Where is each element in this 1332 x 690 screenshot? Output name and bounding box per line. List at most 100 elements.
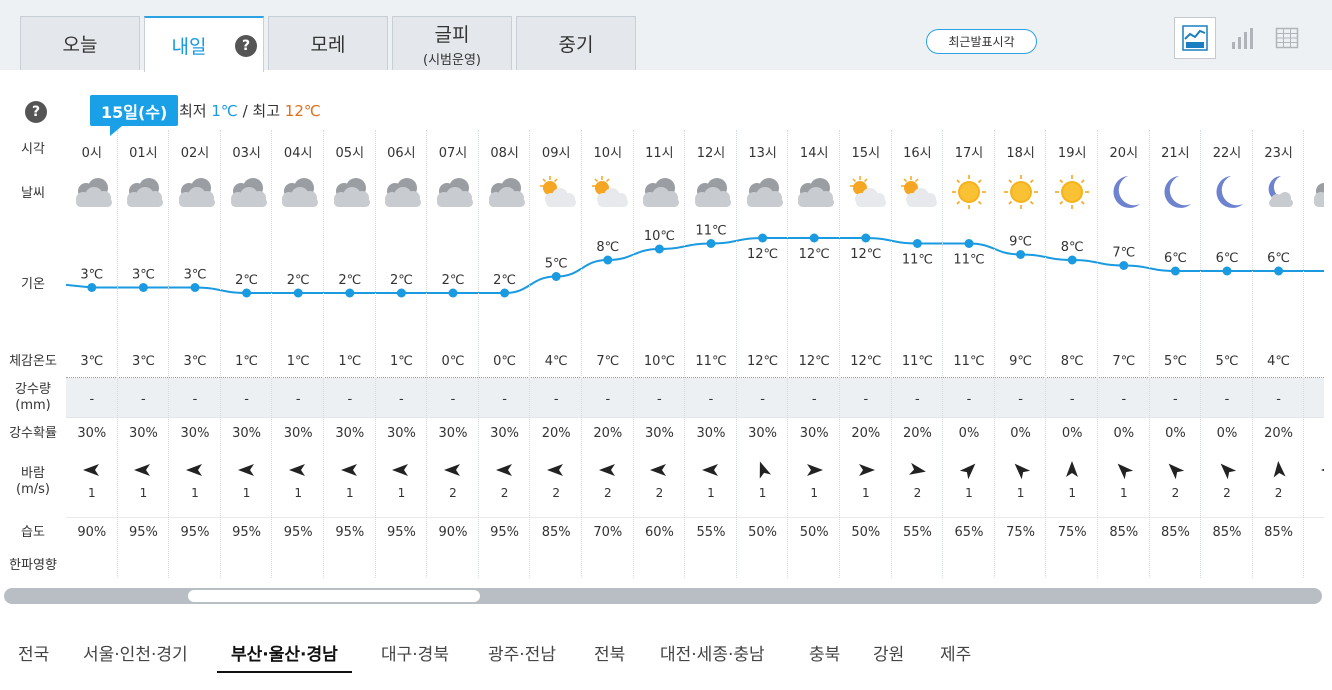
cloudy-icon <box>324 174 376 214</box>
wind-speed: 1 <box>1119 486 1128 500</box>
cloudy-icon <box>788 174 840 214</box>
region-tab[interactable]: 서울·인천·경기 <box>83 645 188 665</box>
rain-amount: - <box>811 392 817 407</box>
table-icon[interactable] <box>1266 17 1308 59</box>
column-divider <box>1251 130 1253 578</box>
wind-direction-arrow-icon <box>324 460 376 484</box>
rain-amount: - <box>605 392 611 407</box>
region-tab[interactable]: 대전·세종·충남 <box>660 645 765 665</box>
hour-time: 0시 <box>81 146 102 161</box>
column-divider <box>322 130 324 578</box>
column-divider <box>1096 130 1098 578</box>
wind-direction-arrow-icon <box>221 460 273 484</box>
region-tab[interactable]: 대구·경북 <box>381 645 449 665</box>
help-icon-left[interactable]: ? <box>25 101 47 123</box>
column-divider <box>632 130 634 578</box>
column-divider <box>838 130 840 578</box>
column-divider <box>529 130 531 578</box>
rain-amount: - <box>89 392 95 407</box>
bar-chart-icon[interactable] <box>1220 17 1262 59</box>
humidity-value: 95% <box>490 525 520 540</box>
feel-temp: 1℃ <box>286 354 310 369</box>
rain-amount: - <box>915 392 920 407</box>
humidity-value: 50% <box>799 525 829 540</box>
hour-time: 20시 <box>1109 146 1139 161</box>
wind-direction-arrow-icon <box>1098 460 1150 484</box>
wind-speed: 2 <box>1223 486 1231 500</box>
tab-tomorrow[interactable]: 내일 ? <box>144 16 264 72</box>
humidity-value: 85% <box>1160 525 1190 540</box>
wind-direction-arrow-icon <box>634 460 686 484</box>
wind-speed: 1 <box>242 486 251 500</box>
rain-amount: - <box>399 392 404 407</box>
hour-time: 08시 <box>490 146 519 161</box>
wind-direction-arrow-icon <box>376 460 428 484</box>
sunny-icon <box>1046 174 1098 214</box>
feel-temp: 12℃ <box>747 354 779 369</box>
region-tab[interactable]: 전북 <box>594 645 626 665</box>
divider <box>66 417 1324 418</box>
rain-amount: - <box>502 392 507 407</box>
humidity-value: 85% <box>1109 525 1139 540</box>
cloudy-icon <box>221 174 273 214</box>
region-tab[interactable]: 제주 <box>940 645 972 665</box>
humidity-value: 90% <box>77 525 107 540</box>
column-divider <box>890 130 892 578</box>
wind-speed: 1 <box>139 486 148 500</box>
horizontal-scrollbar[interactable] <box>4 588 1322 604</box>
humidity-value: 85% <box>541 525 571 540</box>
min-value: 1℃ <box>211 102 238 120</box>
tab-today[interactable]: 오늘 <box>20 16 140 70</box>
region-tab[interactable]: 전국 <box>18 645 50 665</box>
hour-time: 04시 <box>283 146 313 161</box>
hour-column: 21시 5℃ - 0% 2 85% <box>1150 130 1202 580</box>
feel-temp: 12℃ <box>850 354 882 369</box>
rain-probability: 20% <box>902 426 932 441</box>
rain-amount: - <box>863 392 869 407</box>
tab-midterm[interactable]: 중기 <box>516 16 636 70</box>
hour-column: 01시 3℃ - 30% 1 95% <box>118 130 170 580</box>
row-label-weather: 날씨 <box>21 186 45 201</box>
region-tab[interactable]: 광주·전남 <box>488 645 556 665</box>
tab-today-label: 오늘 <box>62 34 98 56</box>
scrollbar-thumb[interactable] <box>188 590 480 602</box>
humidity-value: 90% <box>438 525 468 540</box>
wind-direction-arrow-icon <box>943 460 995 484</box>
wind-speed: 2 <box>500 486 509 500</box>
hour-column: 16시 11℃ - 20% 2 55% <box>892 130 944 580</box>
column-divider <box>787 130 789 578</box>
wind-direction-arrow-icon <box>1201 460 1253 484</box>
wind-speed: 1 <box>1068 486 1076 500</box>
sunny-icon <box>943 174 995 214</box>
hour-time: 03시 <box>232 146 261 161</box>
moon-cloud-icon <box>1253 174 1305 214</box>
wind-speed: 1 <box>191 486 199 500</box>
feel-temp: 10℃ <box>643 354 675 369</box>
hour-column: 11시 10℃ - 30% 2 60% <box>634 130 686 580</box>
hour-column: 19시 8℃ - 0% 1 75% <box>1046 130 1098 580</box>
recent-release-button[interactable]: 최근발표시각 <box>926 29 1037 54</box>
feel-temp: 1℃ <box>338 354 362 369</box>
cloudy-icon <box>118 174 170 214</box>
feel-temp: 1℃ <box>235 354 259 369</box>
rain-amount: - <box>450 392 456 407</box>
partly-cloudy-icon <box>582 174 634 214</box>
tab-three-days[interactable]: 글피 (시범운영) <box>392 16 512 70</box>
region-tab[interactable]: 충북 <box>809 645 841 665</box>
wind-direction-arrow-icon <box>995 460 1047 484</box>
line-chart-icon[interactable] <box>1174 17 1216 59</box>
hour-column: 0 4 - 3 8 <box>1304 130 1324 580</box>
humidity-value: 95% <box>335 525 365 540</box>
region-tab[interactable]: 부산·울산·경남 <box>217 640 352 673</box>
rain-probability: 20% <box>1264 426 1294 441</box>
help-icon[interactable]: ? <box>235 35 257 57</box>
rain-row-background <box>66 378 1324 418</box>
rain-probability: 0% <box>958 426 980 441</box>
cloudy-icon <box>66 174 118 214</box>
column-divider <box>684 130 686 578</box>
region-tab[interactable]: 강원 <box>873 645 905 665</box>
feel-temp: 5℃ <box>1215 354 1239 369</box>
feel-temp: 0℃ <box>493 354 517 369</box>
tab-day-after[interactable]: 모레 <box>268 16 388 70</box>
hour-column: 20시 7℃ - 0% 1 85% <box>1098 130 1150 580</box>
